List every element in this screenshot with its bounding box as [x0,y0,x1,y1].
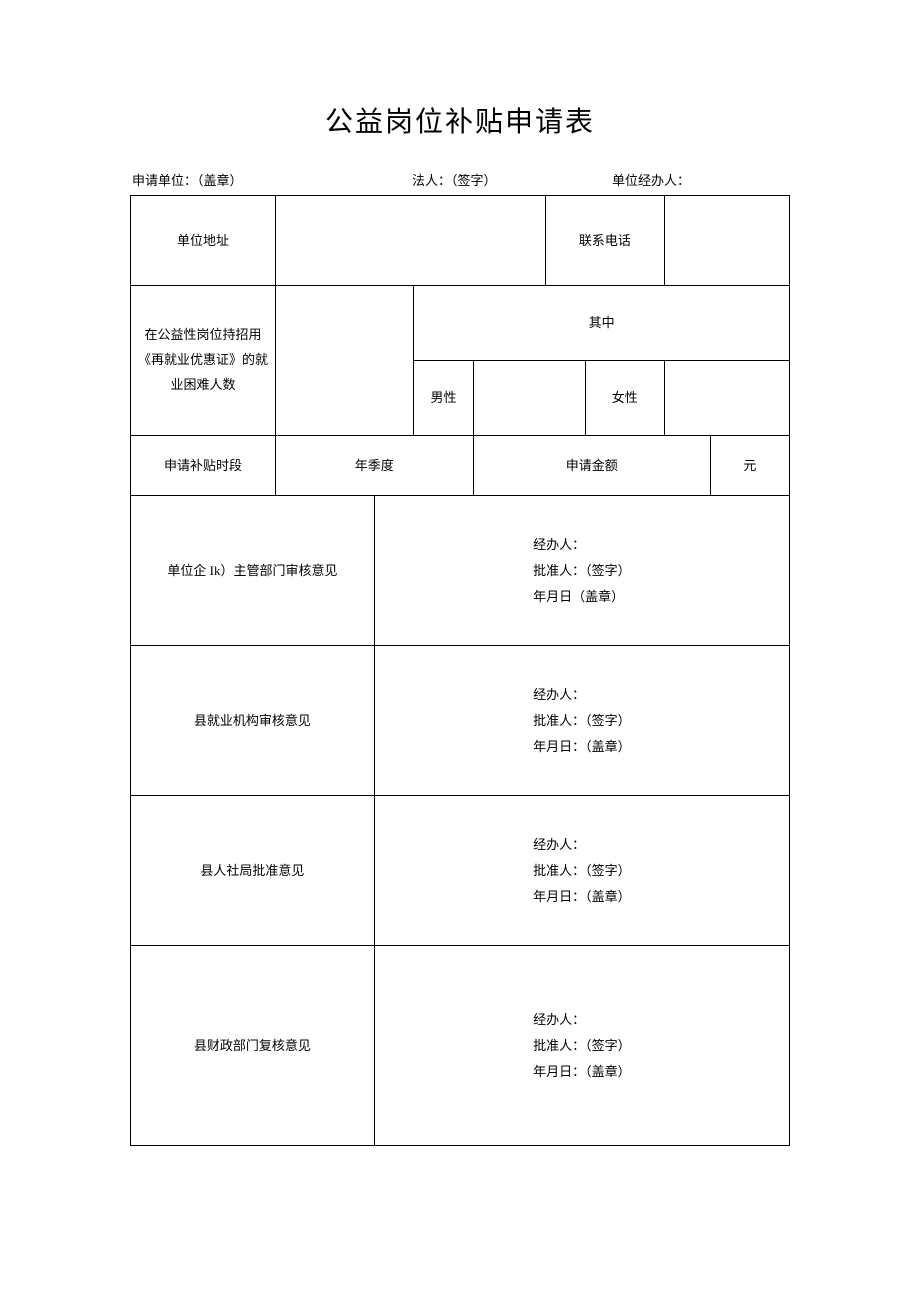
county-employment-line3: 年月日：（盖章） [533,734,631,760]
county-employment-content: 经办人： 批准人：（签字） 年月日：（盖章） [374,646,789,796]
hired-count-value [275,286,413,436]
unit-dept-line1: 经办人： [533,532,631,558]
male-value [473,361,585,436]
row-opinion-unit-dept: 单位企 Ik）主管部门审核意见 经办人： 批准人：（签字） 年月日（盖章） [131,496,790,646]
amount-label: 申请金额 [473,436,710,496]
address-label: 单位地址 [131,196,276,286]
phone-label: 联系电话 [546,196,665,286]
unit-dept-line2: 批准人：（签字） [533,558,631,584]
row-opinion-county-employment: 县就业机构审核意见 经办人： 批准人：（签字） 年月日：（盖章） [131,646,790,796]
county-hrss-label: 县人社局批准意见 [131,796,375,946]
county-finance-line2: 批准人：（签字） [533,1033,631,1059]
unit-dept-line3: 年月日（盖章） [533,584,631,610]
address-value [275,196,545,286]
hired-count-label: 在公益性岗位持招用《再就业优惠证》的就业困难人数 [131,286,276,436]
period-label: 申请补贴时段 [131,436,276,496]
county-hrss-line1: 经办人： [533,832,631,858]
county-employment-line1: 经办人： [533,682,631,708]
female-value [664,361,789,436]
county-hrss-line3: 年月日：（盖章） [533,884,631,910]
male-label: 男性 [414,361,473,436]
row-hired-count-top: 在公益性岗位持招用《再就业优惠证》的就业困难人数 其中 [131,286,790,361]
unit-dept-content: 经办人： 批准人：（签字） 年月日（盖章） [374,496,789,646]
county-hrss-line2: 批准人：（签字） [533,858,631,884]
county-finance-content: 经办人： 批准人：（签字） 年月日：（盖章） [374,946,789,1146]
row-opinion-county-finance: 县财政部门复核意见 经办人： 批准人：（签字） 年月日：（盖章） [131,946,790,1146]
county-employment-label: 县就业机构审核意见 [131,646,375,796]
page-title: 公益岗位补贴申请表 [130,100,790,140]
applicant-unit-label: 申请单位：（盖章） [132,170,412,189]
row-opinion-county-hrss: 县人社局批准意见 经办人： 批准人：（签字） 年月日：（盖章） [131,796,790,946]
phone-value [664,196,789,286]
header-line: 申请单位：（盖章） 法人：（签字） 单位经办人： [130,170,790,189]
legal-person-label: 法人：（签字） [412,170,612,189]
female-label: 女性 [585,361,664,436]
among-label: 其中 [414,286,790,361]
row-period-amount: 申请补贴时段 年季度 申请金额 元 [131,436,790,496]
amount-unit: 元 [710,436,789,496]
unit-handler-label: 单位经办人： [612,170,788,189]
county-finance-line1: 经办人： [533,1007,631,1033]
county-hrss-content: 经办人： 批准人：（签字） 年月日：（盖章） [374,796,789,946]
county-employment-line2: 批准人：（签字） [533,708,631,734]
county-finance-line3: 年月日：（盖章） [533,1059,631,1085]
period-value: 年季度 [275,436,473,496]
application-table: 单位地址 联系电话 在公益性岗位持招用《再就业优惠证》的就业困难人数 其中 男性… [130,195,790,1146]
county-finance-label: 县财政部门复核意见 [131,946,375,1146]
unit-dept-label: 单位企 Ik）主管部门审核意见 [131,496,375,646]
row-address: 单位地址 联系电话 [131,196,790,286]
